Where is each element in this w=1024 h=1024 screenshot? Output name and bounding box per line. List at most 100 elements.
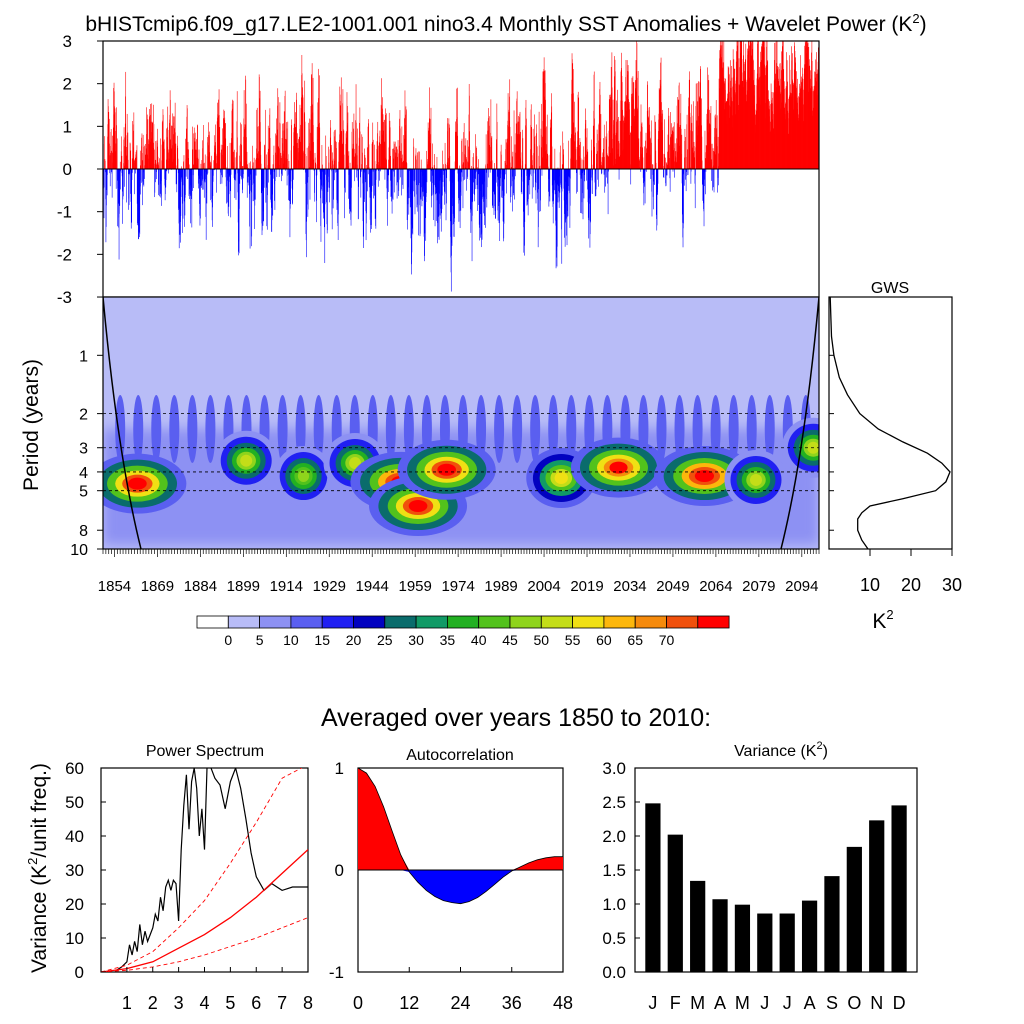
- sst-bar: [601, 157, 603, 169]
- sst-bar: [561, 169, 563, 192]
- sst-bar: [247, 164, 248, 169]
- sst-bar: [680, 128, 682, 169]
- sst-bar: [312, 77, 314, 169]
- sst-bar: [316, 169, 318, 176]
- colorbar-swatch: [697, 615, 730, 629]
- sst-bar: [200, 169, 201, 187]
- sst-bar: [119, 169, 121, 206]
- sst-bar: [315, 164, 317, 169]
- sst-bar: [129, 169, 130, 176]
- sst-bar: [460, 169, 461, 193]
- sst-bar: [581, 159, 583, 169]
- sst-bar: [204, 169, 206, 183]
- sst-bar: [489, 169, 491, 173]
- sst-bar: [713, 151, 715, 169]
- sst-bar: [392, 148, 394, 169]
- sst-bar: [519, 111, 521, 169]
- wavelet-x-tick-label: 1854: [98, 578, 131, 595]
- variance-bar: [869, 820, 885, 972]
- sst-bar: [511, 169, 513, 187]
- sst-bar: [581, 169, 583, 203]
- sst-bar: [334, 130, 335, 169]
- power-spectrum-y-tick-label: 40: [65, 827, 84, 846]
- sst-bar: [236, 91, 238, 169]
- sst-bar: [205, 169, 206, 180]
- sst-bar: [241, 169, 243, 178]
- sst-bar: [409, 169, 410, 171]
- sst-bar: [380, 169, 381, 172]
- sst-bar: [316, 126, 318, 169]
- power-spectrum-series: [101, 917, 308, 972]
- power-spectrum-x-tick-label: 1: [122, 993, 132, 1013]
- sst-bar: [611, 87, 613, 169]
- sst-bar: [669, 144, 670, 169]
- sst-bar: [562, 154, 564, 169]
- sst-bar: [595, 169, 596, 174]
- sst-bar: [371, 142, 373, 169]
- power-spectrum-y-tick-label: 30: [65, 861, 84, 880]
- sst-bar: [439, 169, 441, 209]
- sst-bar: [665, 169, 667, 186]
- sst-bar: [426, 150, 427, 169]
- sst-bar: [213, 160, 215, 169]
- sst-bar: [359, 131, 361, 169]
- sst-bar: [649, 137, 651, 169]
- sst-bar: [155, 159, 156, 169]
- sst-bar: [617, 119, 618, 169]
- sst-bar: [159, 169, 160, 197]
- sst-bar: [325, 155, 327, 169]
- sst-bar: [501, 154, 502, 169]
- sst-bar: [445, 163, 446, 169]
- wavelet-spike: [133, 394, 144, 463]
- sst-bar: [418, 151, 420, 169]
- sst-bar: [356, 169, 358, 178]
- wavelet-hotspot: [408, 500, 428, 513]
- sst-bar: [574, 127, 576, 169]
- sst-bar: [439, 169, 440, 194]
- sst-bar: [671, 123, 672, 169]
- sst-bar: [663, 169, 665, 178]
- variance-x-tick-label: A: [804, 993, 816, 1013]
- sst-bar: [375, 169, 377, 180]
- sst-bar: [117, 169, 118, 227]
- sst-bar: [213, 135, 215, 169]
- sst-bar: [344, 169, 345, 219]
- sst-bar: [541, 147, 543, 169]
- sst-bar: [398, 169, 400, 180]
- sst-bar: [257, 126, 258, 169]
- cone-of-influence-right: [780, 297, 819, 549]
- sst-bar: [653, 169, 654, 182]
- wavelet-x-tick-label: 1974: [441, 578, 474, 595]
- sst-bar: [687, 149, 688, 169]
- sst-bar: [454, 169, 455, 219]
- sst-bar: [590, 169, 591, 222]
- sst-bar: [473, 167, 474, 169]
- sst-bar: [600, 161, 602, 169]
- sst-bar: [710, 143, 712, 169]
- variance-panel: Variance (K2) J F M A M J J A S O N D3.02.52.01.51.…: [602, 740, 918, 1013]
- sst-bar: [347, 112, 349, 169]
- sst-bar: [157, 156, 159, 169]
- sst-bar: [364, 169, 366, 183]
- sst-bar: [306, 169, 307, 222]
- sst-bar: [241, 145, 243, 169]
- sst-bar: [214, 169, 215, 171]
- wavelet-spike: [205, 394, 216, 463]
- sst-bar: [430, 107, 432, 169]
- sst-bar: [239, 122, 241, 169]
- sst-bar: [402, 169, 404, 189]
- sst-bar: [328, 169, 329, 183]
- sst-bar: [413, 146, 415, 169]
- sst-bar: [686, 114, 688, 169]
- wavelet-hotspot: [694, 470, 715, 483]
- sst-bar: [514, 144, 516, 169]
- sst-bar: [330, 147, 332, 169]
- sst-bar: [277, 97, 279, 169]
- sst-bar: [257, 153, 259, 169]
- sst-bar: [351, 122, 353, 169]
- sst-bar: [206, 169, 208, 204]
- power-spectrum-y-label: Variance (K2/unit freq.): [25, 763, 51, 973]
- autocorrelation-y-tick-label: 1: [335, 759, 344, 778]
- sst-bar: [251, 169, 253, 202]
- sst-bar: [492, 169, 493, 206]
